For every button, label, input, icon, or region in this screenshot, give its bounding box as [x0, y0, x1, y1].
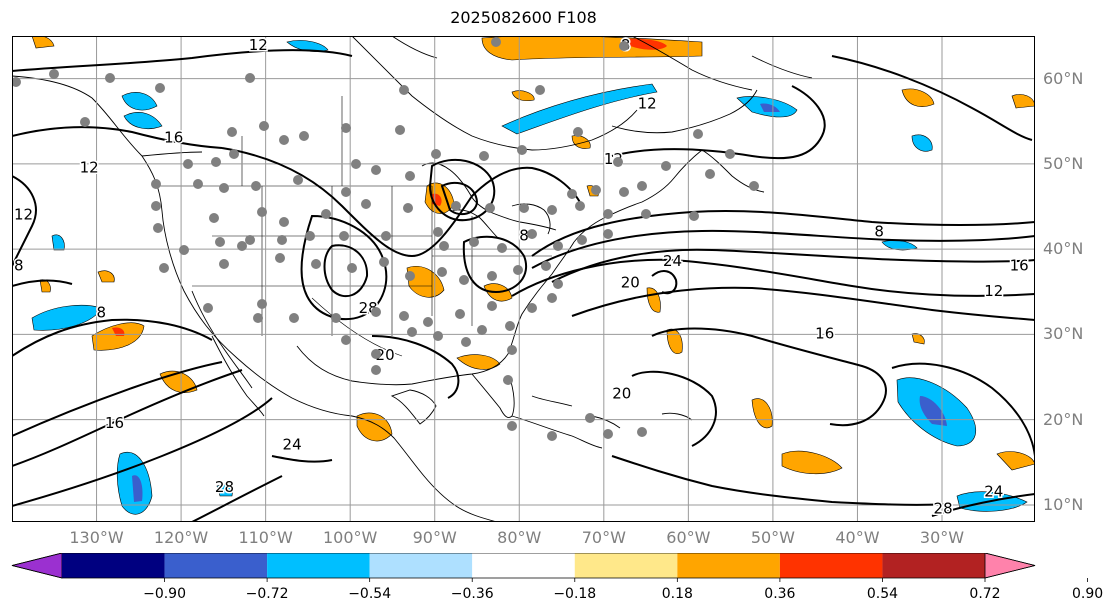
- lon-label: 40°W: [835, 528, 880, 547]
- station-markers: [12, 37, 759, 441]
- colorbar-tick-label: 0.36: [764, 586, 796, 602]
- lon-label: 60°W: [666, 528, 711, 547]
- lon-label: 30°W: [919, 528, 965, 547]
- colorbar-tick-label: −0.54: [348, 586, 392, 602]
- colorbar-tick-label: 0.72: [969, 586, 1001, 602]
- contour-label: 12: [14, 205, 33, 223]
- contour-label: 28: [934, 499, 953, 517]
- lon-label: 70°W: [581, 528, 626, 547]
- contour-label: 20: [376, 346, 395, 364]
- weather-map: 1216128812121288816121620242028202428162…: [12, 36, 1035, 522]
- lat-label: 60°N: [1043, 68, 1084, 88]
- colorbar-segment: [267, 553, 370, 578]
- contour-label: 24: [984, 482, 1003, 500]
- colorbar-segment: [369, 553, 473, 578]
- contour-label: 16: [164, 129, 183, 147]
- lat-label: 40°N: [1043, 239, 1084, 259]
- contour-label: 16: [1010, 256, 1029, 274]
- lat-label: 20°N: [1043, 409, 1084, 429]
- contour-label: 20: [612, 384, 631, 402]
- colorbar-segment: [62, 553, 165, 578]
- contour-label: 16: [815, 325, 834, 343]
- colorbar-segment: [472, 553, 575, 578]
- colorbar-segment: [779, 553, 883, 578]
- contour-label: 16: [105, 414, 124, 432]
- colorbar-segment: [677, 553, 780, 578]
- contour-label: 12: [80, 158, 99, 176]
- contour-label: 24: [663, 252, 682, 270]
- colorbar-segment: [882, 553, 985, 578]
- contour-labels: 1216128812121288816121620242028202428162…: [13, 36, 1031, 519]
- shaded-anomaly-areas: [31, 36, 1035, 515]
- contour-label: 28: [215, 478, 234, 496]
- lon-label: 100°W: [322, 528, 378, 547]
- coastlines: [12, 36, 813, 522]
- colorbar-low-extend: [11, 553, 63, 579]
- colorbar-outline: [11, 553, 1036, 579]
- lon-label: 130°W: [69, 528, 124, 547]
- lat-label: 50°N: [1043, 153, 1084, 173]
- map-title: 2025082600 F108: [450, 8, 597, 27]
- colorbar-tick-label: −0.72: [245, 586, 289, 602]
- contour-label: 8: [14, 256, 24, 274]
- contour-label: 8: [519, 227, 529, 245]
- colorbar-high-extend: [984, 553, 1036, 579]
- lon-label: 50°W: [750, 528, 795, 547]
- colorbar-tick-label: −0.36: [450, 586, 494, 602]
- lon-label: 90°W: [412, 528, 457, 547]
- colorbar-tick-label: 0.18: [661, 586, 693, 602]
- contour-label: 12: [249, 36, 268, 54]
- colorbar: [11, 553, 1088, 582]
- contour-label: 8: [874, 222, 884, 240]
- contour-lines: [12, 49, 1035, 522]
- lat-label: 30°N: [1043, 324, 1084, 344]
- contour-label: 20: [621, 274, 640, 292]
- colorbar-tick-label: −0.90: [143, 586, 186, 602]
- lat-label: 10°N: [1043, 494, 1084, 514]
- colorbar-tick-label: 0.54: [866, 586, 899, 602]
- contour-label: 12: [638, 94, 657, 112]
- contour-label: 8: [97, 303, 107, 321]
- contour-label: 12: [984, 282, 1003, 300]
- lon-label: 110°W: [238, 528, 293, 547]
- colorbar-tick-label: 0.90: [1071, 586, 1104, 602]
- state-borders: [160, 96, 552, 357]
- colorbar-segment: [574, 553, 678, 578]
- colorbar-segment: [164, 553, 268, 578]
- contour-label: 24: [283, 436, 302, 454]
- lon-label: 120°W: [153, 528, 209, 547]
- lon-label: 80°W: [497, 528, 542, 547]
- colorbar-tick-label: −0.18: [553, 586, 597, 602]
